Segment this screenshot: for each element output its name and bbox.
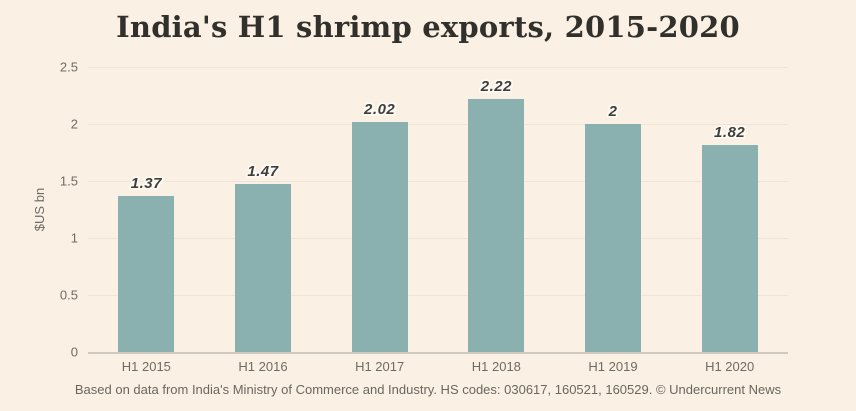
bar-value-label: 2 bbox=[608, 103, 618, 120]
y-tick-label: 1.5 bbox=[59, 173, 78, 189]
bar-value-label: 1.47 bbox=[247, 163, 279, 181]
x-tick-label: H1 2020 bbox=[705, 359, 755, 374]
y-tick-label: 1 bbox=[70, 230, 78, 246]
x-tick-label: H1 2016 bbox=[238, 359, 288, 374]
x-tick-label: H1 2018 bbox=[471, 359, 521, 374]
gridline bbox=[88, 124, 788, 125]
chart-title: India's H1 shrimp exports, 2015-2020 bbox=[116, 10, 740, 44]
bar bbox=[468, 98, 525, 352]
x-tick-label: H1 2015 bbox=[121, 359, 171, 374]
x-tick-label: H1 2017 bbox=[355, 359, 405, 374]
bar bbox=[351, 121, 408, 352]
gridline bbox=[88, 67, 788, 68]
plot-area: $US bn 0 0.5 1 1.5 2 2.5 1.37 H1 2015 1.47 H1 201… bbox=[33, 60, 788, 374]
source-note: Based on data from India's Ministry of C… bbox=[74, 382, 782, 397]
bar bbox=[235, 184, 291, 352]
y-tick-label: 0.5 bbox=[59, 287, 78, 303]
y-tick-label: 2.5 bbox=[59, 59, 78, 75]
bar bbox=[118, 195, 175, 352]
y-axis-title-box: $US bn bbox=[32, 67, 48, 352]
bar-value-label: 1.82 bbox=[714, 123, 746, 141]
gridline bbox=[88, 295, 788, 296]
bar-value-label: 2.02 bbox=[364, 100, 396, 118]
y-tick-label: 2 bbox=[70, 116, 78, 132]
bar bbox=[701, 144, 758, 352]
bar-value-label: 2.22 bbox=[480, 77, 512, 95]
bar bbox=[585, 124, 641, 352]
y-tick-label: 0 bbox=[70, 344, 78, 360]
bar-value-label: 1.37 bbox=[130, 174, 162, 192]
y-axis-title: $US bn bbox=[32, 187, 48, 232]
gridline bbox=[88, 238, 788, 239]
x-tick-label: H1 2019 bbox=[588, 359, 638, 374]
gridline bbox=[88, 181, 788, 182]
